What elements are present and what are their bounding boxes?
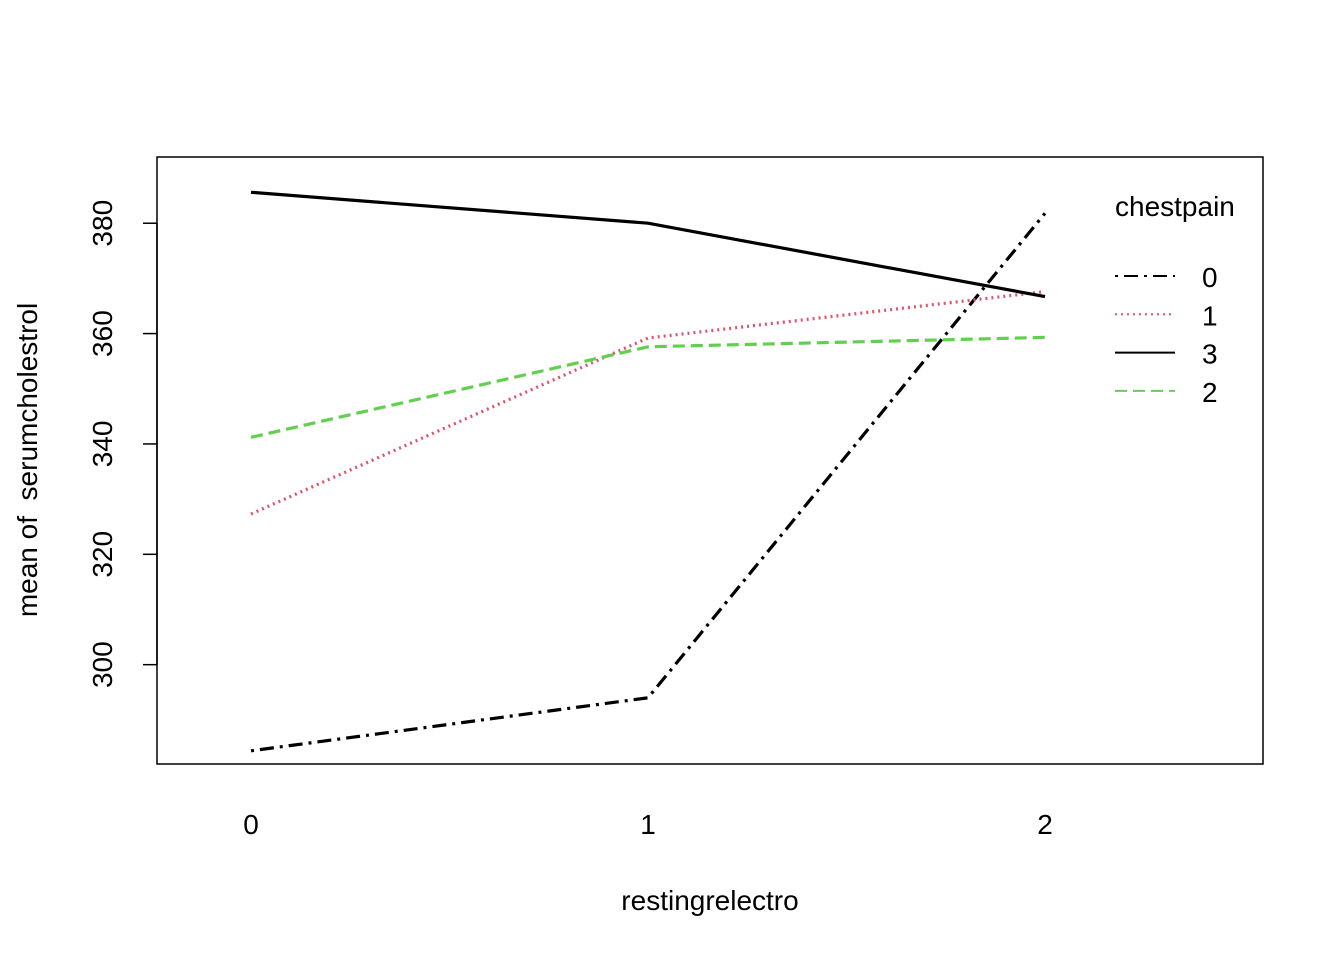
legend-label-2: 2 [1202,377,1218,408]
x-tick-label: 1 [640,809,656,840]
legend-label-1: 1 [1202,300,1218,331]
y-tick-label: 320 [87,531,118,578]
x-tick-label: 2 [1037,809,1053,840]
y-axis: 300 320 340 360 380 [87,200,158,688]
series-lines [250,190,1047,753]
x-axis: 0 1 2 [243,809,1053,840]
y-tick-label: 360 [87,310,118,357]
x-tick-label: 0 [243,809,259,840]
plot-frame [156,156,1264,765]
y-tick-label: 300 [87,641,118,688]
series-line-1 [250,290,1046,516]
legend-label-3: 3 [1202,339,1218,370]
y-tick-label: 340 [87,421,118,468]
y-tick-label: 380 [87,200,118,247]
series-line-0 [250,212,1047,753]
series-line-3 [250,190,1046,299]
series-line-2 [250,335,1046,439]
legend: chestpain 0 1 3 2 [1115,191,1235,408]
x-axis-title: restingrelectro [621,885,798,916]
legend-title: chestpain [1115,191,1235,222]
y-axis-title: mean of serumcholestrol [12,303,43,617]
legend-label-0: 0 [1202,262,1218,293]
